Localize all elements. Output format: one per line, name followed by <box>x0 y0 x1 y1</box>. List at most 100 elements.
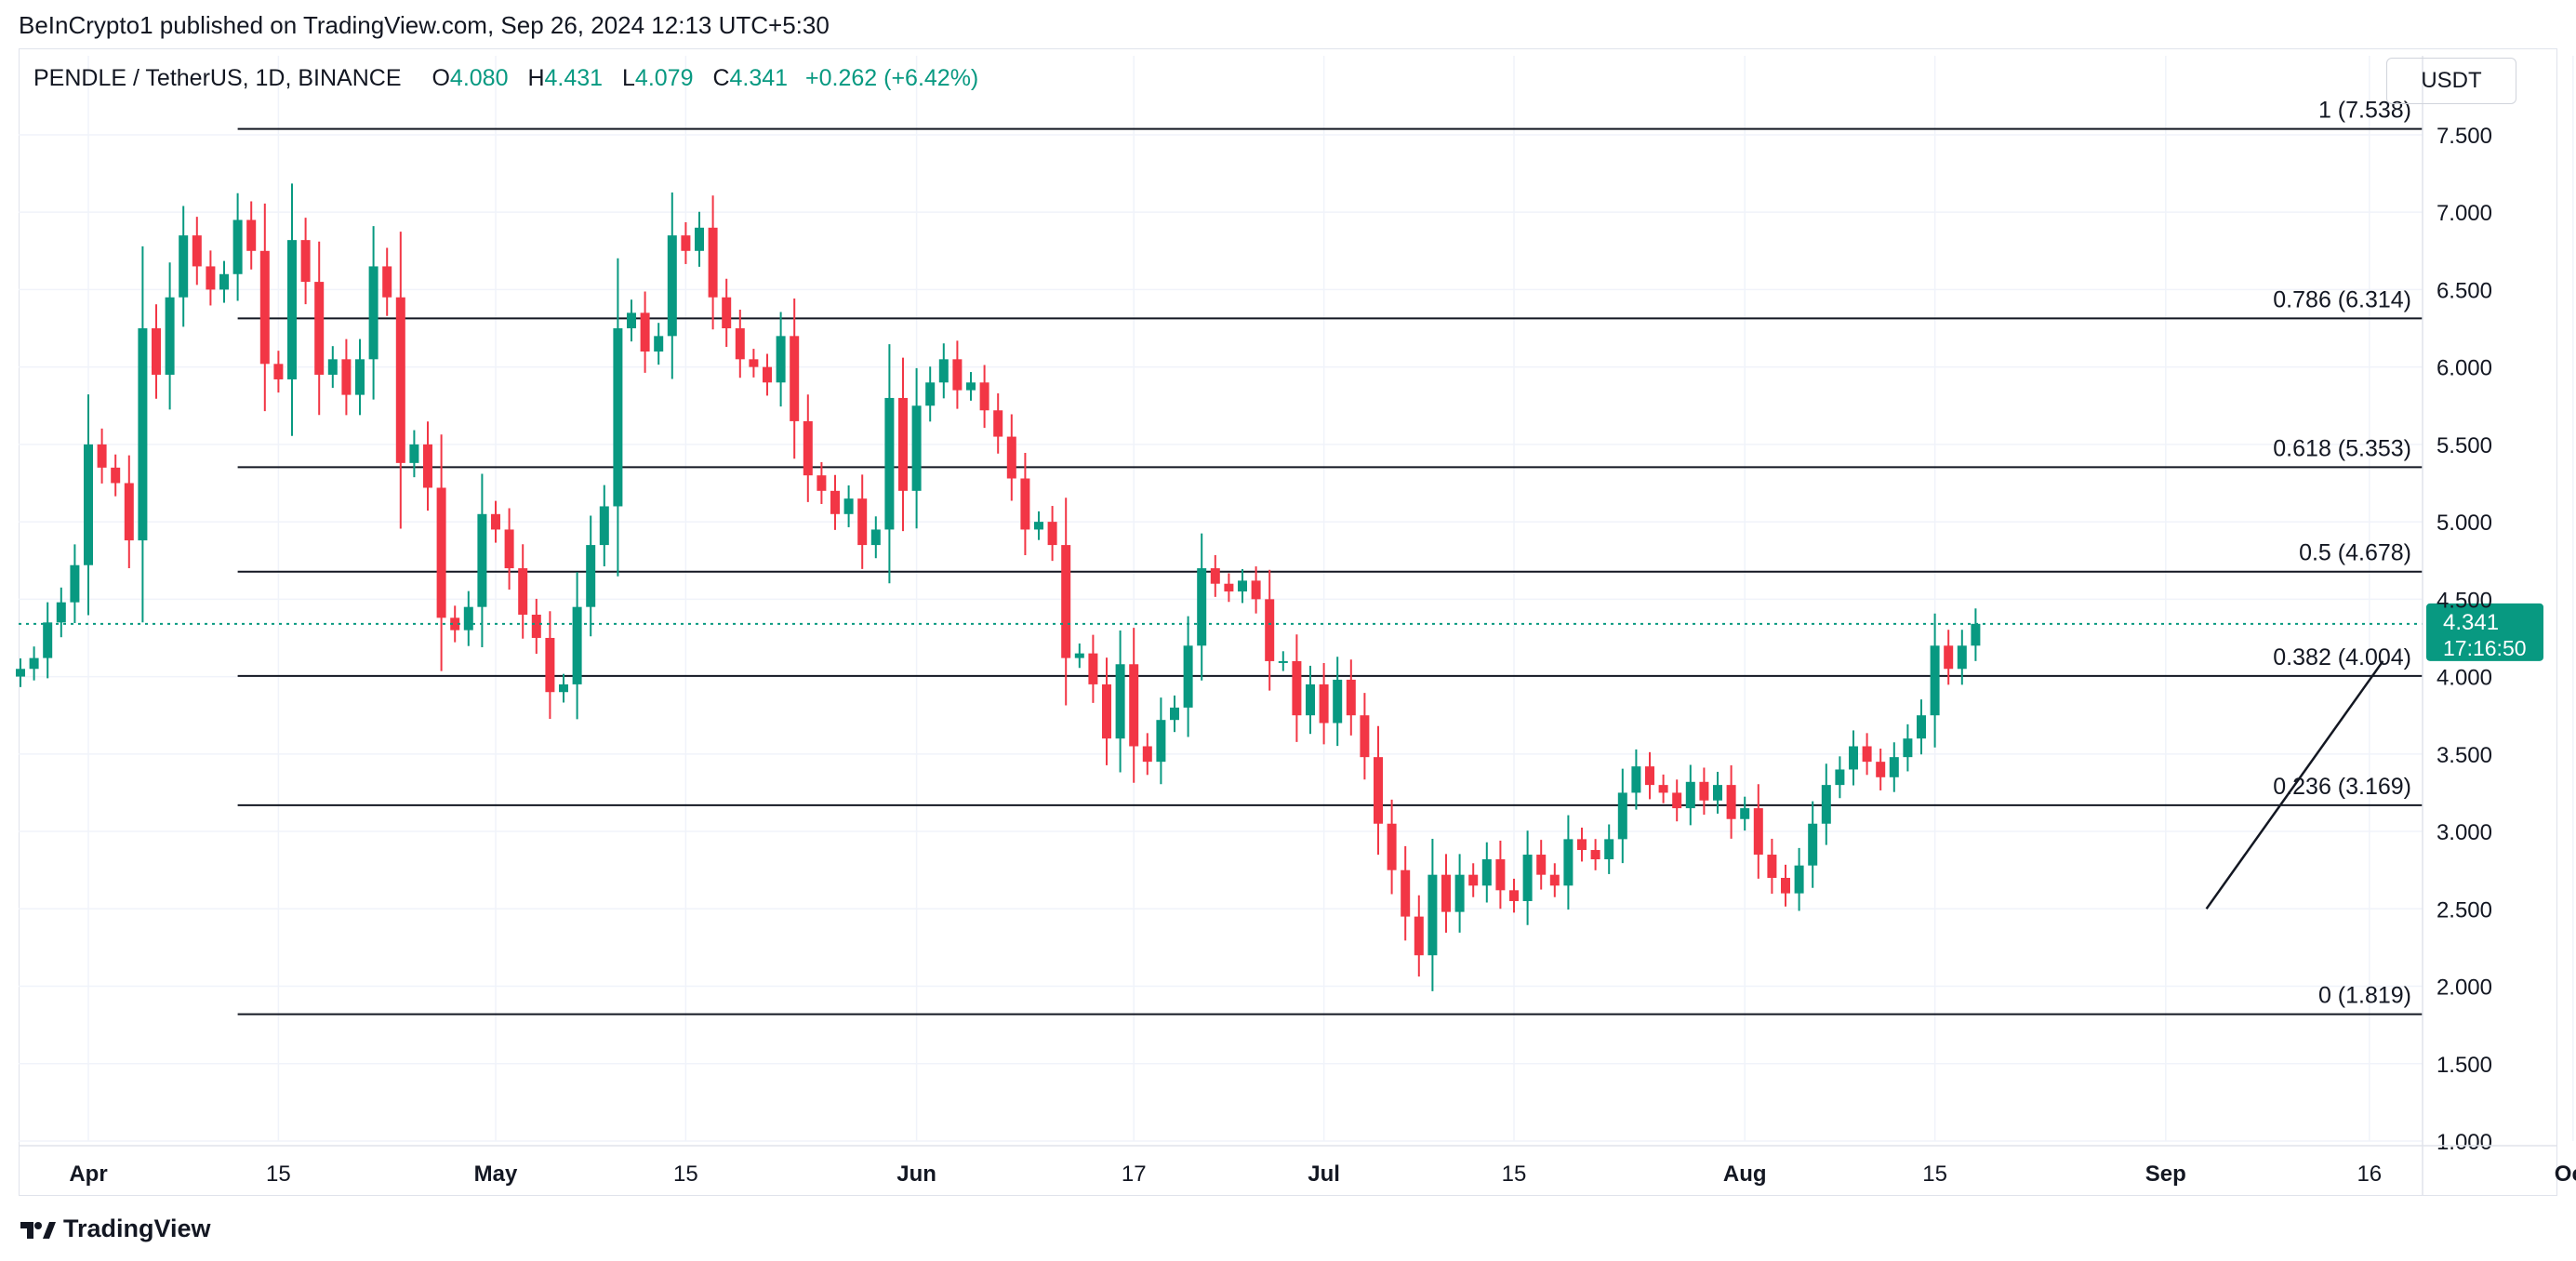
candle-body <box>1006 436 1016 479</box>
candle-body <box>1427 874 1438 956</box>
chart-frame[interactable] <box>19 48 2557 1196</box>
open-label: O <box>432 65 450 91</box>
candle-body <box>327 359 338 375</box>
candle-body <box>925 382 936 406</box>
candle-body <box>1074 653 1084 658</box>
candle-body <box>654 336 664 352</box>
candle-body <box>179 235 189 298</box>
candle-body <box>979 382 989 411</box>
candle-body <box>1862 746 1872 763</box>
candle-body <box>1251 580 1261 600</box>
candle-body <box>395 297 405 463</box>
fib-level-label: 0.382 (4.004) <box>2273 644 2411 670</box>
candle-body <box>776 336 786 383</box>
y-tick-label: 3.000 <box>2437 820 2492 845</box>
candle-body <box>911 405 922 491</box>
candle-body <box>938 359 949 383</box>
close-label: C <box>712 65 730 91</box>
price-tag-price: 4.341 <box>2443 610 2499 635</box>
close-value: 4.341 <box>729 65 789 91</box>
candle-body <box>300 240 311 283</box>
currency-selector[interactable]: USDT <box>2386 58 2516 104</box>
candle-body <box>1753 808 1763 856</box>
high-value: 4.431 <box>544 65 604 91</box>
fib-level-label: 0.618 (5.353) <box>2273 435 2411 461</box>
price-tag-countdown: 17:16:50 <box>2443 636 2527 660</box>
x-tick-label: Aug <box>1723 1161 1767 1187</box>
x-tick-label: Oct <box>2555 1161 2576 1187</box>
candle-body <box>1454 874 1465 912</box>
publish-info: BeInCrypto1 published on TradingView.com… <box>19 11 830 39</box>
candle-body <box>1278 660 1288 663</box>
candle-body <box>1170 707 1179 721</box>
candle-body <box>504 529 514 569</box>
y-tick-label: 3.500 <box>2437 743 2492 768</box>
candle-body <box>966 382 976 391</box>
candle-body <box>206 266 216 290</box>
candle-body <box>423 444 432 488</box>
candle-body <box>843 498 854 514</box>
candle-body <box>1156 720 1166 763</box>
symbol-title[interactable]: PENDLE / TetherUS, 1D, BINANCE <box>33 65 402 91</box>
candles <box>16 183 1981 991</box>
candle-body <box>1265 599 1275 661</box>
candle-body <box>898 397 908 491</box>
candle-body <box>1577 839 1587 851</box>
candle-body <box>450 617 460 630</box>
candle-body <box>722 297 732 329</box>
y-tick-label: 4.500 <box>2437 588 2492 613</box>
candle-body <box>124 483 134 541</box>
candle-body <box>219 273 229 290</box>
candle-body <box>1930 645 1940 716</box>
low-label: L <box>622 65 635 91</box>
candle-body <box>1441 874 1451 912</box>
candle-body <box>1849 746 1858 770</box>
candle-body <box>1210 568 1220 584</box>
grid-layer <box>19 56 2574 1142</box>
y-tick-label: 6.000 <box>2437 356 2492 381</box>
candle-body <box>314 282 325 375</box>
x-tick-label: 15 <box>1922 1161 1947 1187</box>
axes: 1.000 1.500 2.000 2.500 3.000 3.500 4.000 4.500… <box>19 56 2576 1196</box>
candle-body <box>830 490 840 514</box>
candle-body <box>1509 890 1519 901</box>
fib-level-label: 1 (7.538) <box>2318 98 2411 124</box>
x-tick-label: Jun <box>896 1161 936 1187</box>
candle-body <box>1401 869 1411 917</box>
candle-body <box>1794 865 1804 894</box>
candle-body <box>111 467 121 484</box>
candle-body <box>1685 781 1695 809</box>
candle-body <box>56 602 66 623</box>
candle-body <box>667 235 677 337</box>
x-tick-label: Apr <box>69 1161 107 1187</box>
candle-body <box>1617 792 1627 840</box>
candle-body <box>1183 645 1193 708</box>
candle-body <box>84 444 93 565</box>
tradingview-logo[interactable]: TradingView <box>19 1215 211 1243</box>
open-value: 4.080 <box>449 65 509 91</box>
candle-body <box>491 513 500 530</box>
candle-body <box>409 444 419 463</box>
fibonacci-retracement: 1 (7.538) 0.786 (6.314) 0.618 (5.353) 0.5 (… <box>237 98 2423 1015</box>
candle-body <box>232 219 243 274</box>
candle-body <box>681 235 691 251</box>
candle-body <box>1889 757 1899 777</box>
candle-body <box>640 312 650 352</box>
candle-body <box>70 564 80 603</box>
candle-body <box>1102 684 1111 739</box>
candle-body <box>1224 583 1234 592</box>
candle-body <box>1333 679 1343 723</box>
candle-body <box>97 444 107 468</box>
candle-body <box>1604 839 1614 860</box>
candle-body <box>1876 762 1886 777</box>
x-tick-label: Sep <box>2145 1161 2186 1187</box>
candle-body <box>1020 478 1030 530</box>
candle-body <box>43 622 53 658</box>
candle-body <box>531 615 541 638</box>
y-tick-label: 7.000 <box>2437 201 2492 226</box>
candle-body <box>192 235 202 267</box>
candle-body <box>1549 874 1560 886</box>
candle-body <box>1346 679 1356 716</box>
